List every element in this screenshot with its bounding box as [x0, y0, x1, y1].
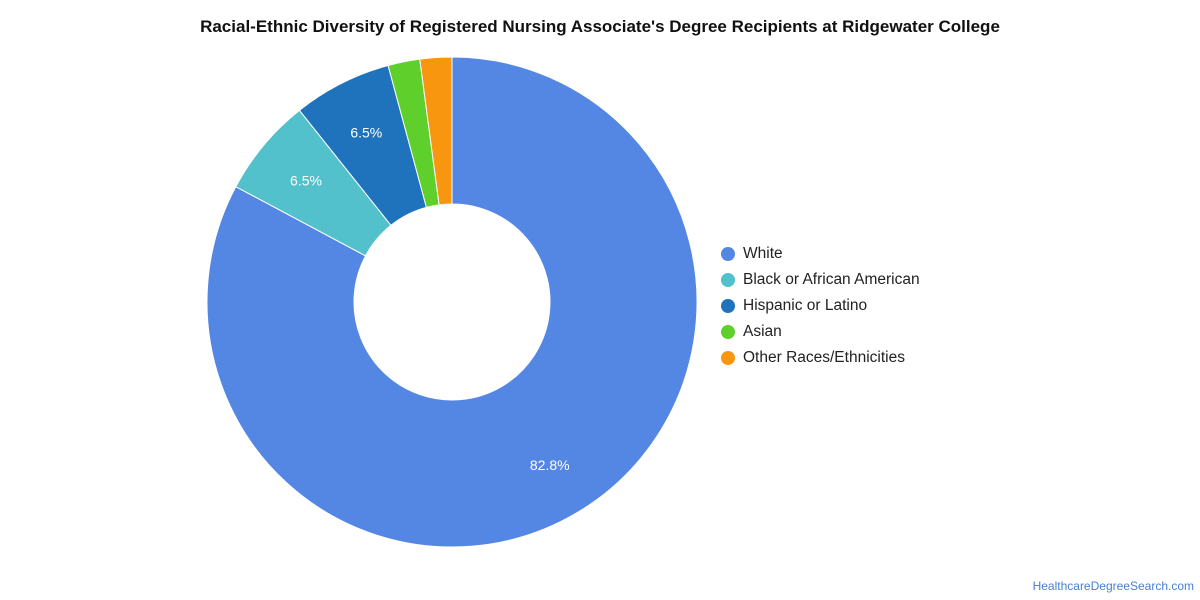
legend-swatch — [721, 299, 735, 313]
slice-other-races-ethnicities[interactable] — [419, 56, 453, 206]
legend-item[interactable]: Hispanic or Latino — [721, 293, 920, 319]
legend-label: Asian — [743, 323, 782, 340]
legend-item[interactable]: Black or African American — [721, 267, 920, 293]
legend-label: Black or African American — [743, 271, 920, 288]
slice-label: 6.5% — [290, 172, 322, 188]
legend-swatch — [721, 351, 735, 365]
legend-item[interactable]: White — [721, 241, 920, 267]
legend-swatch — [721, 325, 735, 339]
legend-label: Hispanic or Latino — [743, 297, 868, 314]
legend-item[interactable]: Other Races/Ethnicities — [721, 345, 920, 371]
legend: White Black or African American Hispanic o… — [721, 241, 920, 371]
legend-label: White — [743, 245, 783, 262]
legend-swatch — [721, 273, 735, 287]
chart-title: Racial-Ethnic Diversity of Registered Nu… — [200, 17, 1000, 36]
legend-item[interactable]: Asian — [721, 319, 920, 345]
source-link[interactable]: HealthcareDegreeSearch.com — [1032, 579, 1194, 593]
slice-white[interactable] — [206, 56, 698, 548]
slice-label: 82.8% — [530, 457, 570, 473]
legend-swatch — [721, 247, 735, 261]
slice-label: 6.5% — [350, 124, 382, 140]
legend-label: Other Races/Ethnicities — [743, 349, 905, 366]
